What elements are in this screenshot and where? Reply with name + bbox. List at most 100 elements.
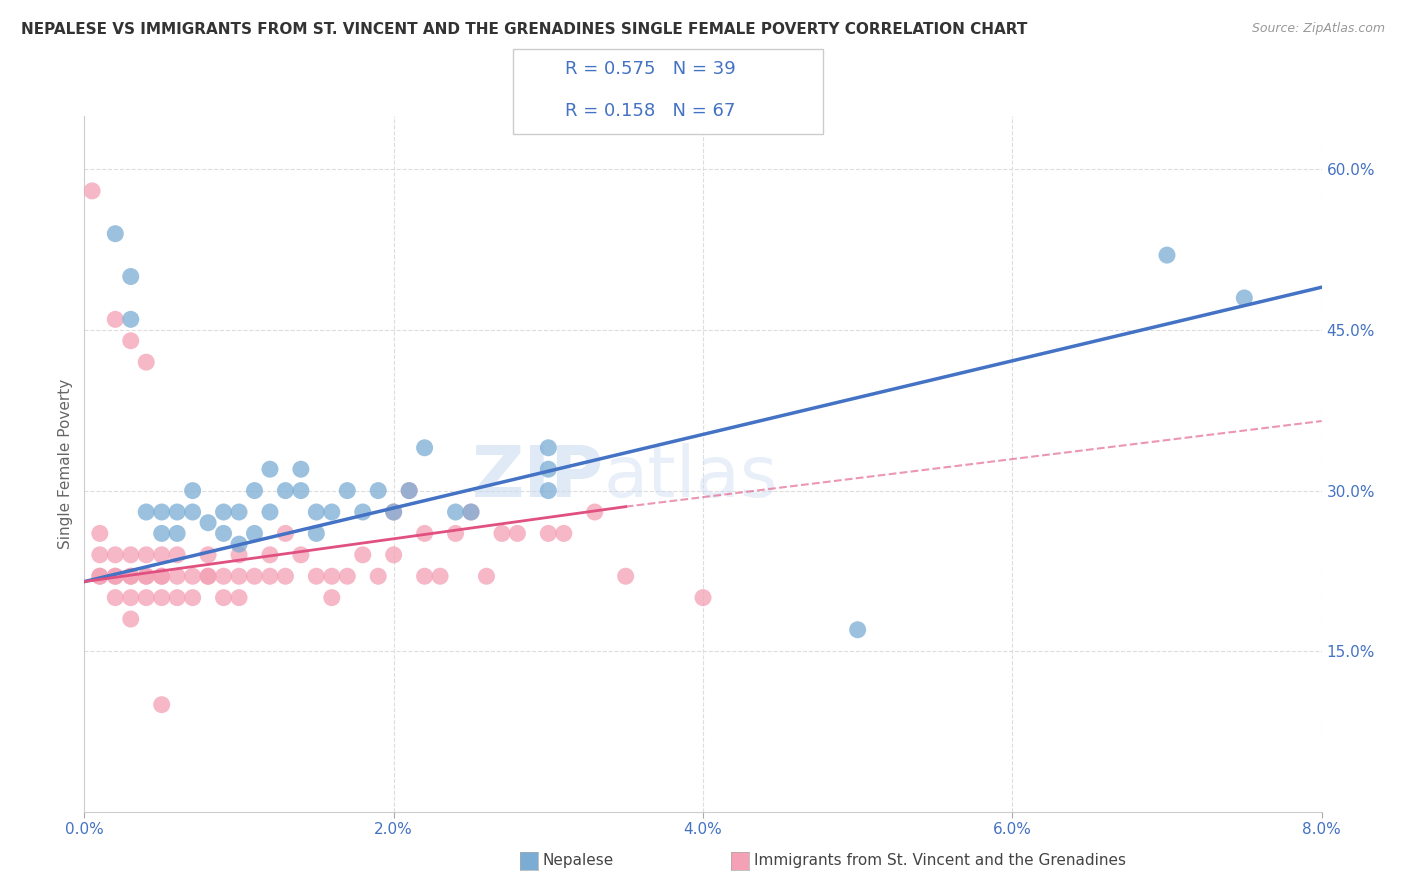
Point [1156,248,1178,262]
Point [382,548,405,562]
Point [197,569,219,583]
Point [429,569,451,583]
Point [274,569,297,583]
Point [336,569,359,583]
Point [537,462,560,476]
Text: Nepalese: Nepalese [543,854,614,868]
Point [259,548,281,562]
Point [120,334,142,348]
Point [553,526,575,541]
Point [290,483,312,498]
Point [243,483,266,498]
Point [290,462,312,476]
Point [120,612,142,626]
Point [181,569,204,583]
Point [321,505,343,519]
Point [150,591,173,605]
Point [460,505,482,519]
Text: Immigrants from St. Vincent and the Grenadines: Immigrants from St. Vincent and the Gren… [754,854,1126,868]
Point [444,526,467,541]
Point [243,526,266,541]
Point [382,505,405,519]
Point [413,526,436,541]
Point [352,548,374,562]
Point [135,569,157,583]
Point [166,569,188,583]
Point [150,698,173,712]
Point [228,505,250,519]
Point [197,548,219,562]
Point [120,569,142,583]
Point [135,591,157,605]
Point [150,505,173,519]
Point [135,355,157,369]
Point [166,548,188,562]
Point [120,269,142,284]
Point [89,526,111,541]
Point [398,483,420,498]
Point [120,591,142,605]
Point [413,569,436,583]
Point [135,505,157,519]
Point [228,537,250,551]
Point [583,505,606,519]
Point [305,526,328,541]
Point [89,569,111,583]
Point [382,505,405,519]
Point [321,569,343,583]
Point [305,505,328,519]
Point [150,548,173,562]
Point [104,548,127,562]
Point [212,591,235,605]
Point [614,569,637,583]
Text: atlas: atlas [605,443,779,512]
Point [491,526,513,541]
Point [367,483,389,498]
Point [321,591,343,605]
Point [104,569,127,583]
Point [259,505,281,519]
Point [150,569,173,583]
Point [181,483,204,498]
Point [212,526,235,541]
Point [82,184,104,198]
Point [846,623,869,637]
Point [274,483,297,498]
Point [413,441,436,455]
Point [120,312,142,326]
Point [104,591,127,605]
Point [197,516,219,530]
Point [537,526,560,541]
Point [398,483,420,498]
Text: R = 0.575   N = 39: R = 0.575 N = 39 [565,60,735,78]
Point [89,548,111,562]
Point [104,569,127,583]
Text: Source: ZipAtlas.com: Source: ZipAtlas.com [1251,22,1385,36]
Text: ZIP: ZIP [472,443,605,512]
Point [537,441,560,455]
Point [228,591,250,605]
Point [305,569,328,583]
Point [506,526,529,541]
Point [135,569,157,583]
Point [212,505,235,519]
Point [537,483,560,498]
Point [120,548,142,562]
Point [444,505,467,519]
Point [104,312,127,326]
Point [692,591,714,605]
Point [274,526,297,541]
Point [89,569,111,583]
Point [104,227,127,241]
Y-axis label: Single Female Poverty: Single Female Poverty [58,379,73,549]
Point [181,591,204,605]
Point [150,526,173,541]
Point [228,569,250,583]
Point [1233,291,1256,305]
Point [243,569,266,583]
Point [352,505,374,519]
Point [367,569,389,583]
Point [290,548,312,562]
Text: R = 0.158   N = 67: R = 0.158 N = 67 [565,102,735,120]
Point [259,462,281,476]
